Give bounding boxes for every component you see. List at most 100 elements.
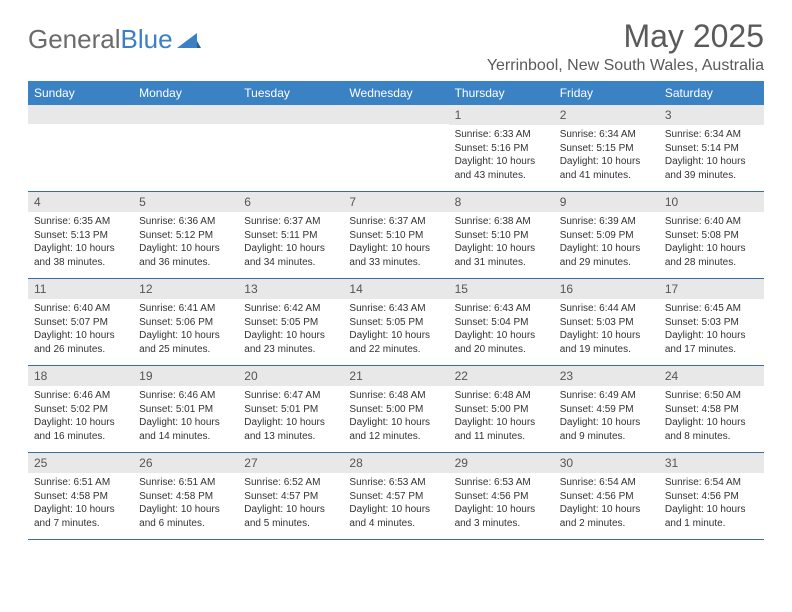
sunset-text: Sunset: 5:10 PM — [455, 229, 548, 243]
day-number: 1 — [449, 105, 554, 125]
sunrise-text: Sunrise: 6:50 AM — [665, 389, 758, 403]
day-number: 4 — [28, 192, 133, 212]
sunset-text: Sunset: 4:57 PM — [349, 490, 442, 504]
day-cell — [133, 105, 238, 191]
day-cell: 3Sunrise: 6:34 AMSunset: 5:14 PMDaylight… — [659, 105, 764, 191]
day-content: Sunrise: 6:54 AMSunset: 4:56 PMDaylight:… — [659, 473, 764, 536]
daylight-text: Daylight: 10 hours and 1 minute. — [665, 503, 758, 530]
sunrise-text: Sunrise: 6:37 AM — [349, 215, 442, 229]
day-cell: 5Sunrise: 6:36 AMSunset: 5:12 PMDaylight… — [133, 192, 238, 278]
day-content: Sunrise: 6:45 AMSunset: 5:03 PMDaylight:… — [659, 299, 764, 362]
day-cell: 25Sunrise: 6:51 AMSunset: 4:58 PMDayligh… — [28, 453, 133, 539]
sunrise-text: Sunrise: 6:43 AM — [349, 302, 442, 316]
day-cell: 20Sunrise: 6:47 AMSunset: 5:01 PMDayligh… — [238, 366, 343, 452]
sunset-text: Sunset: 4:58 PM — [139, 490, 232, 504]
day-number: 2 — [554, 105, 659, 125]
daylight-text: Daylight: 10 hours and 12 minutes. — [349, 416, 442, 443]
sunset-text: Sunset: 4:57 PM — [244, 490, 337, 504]
day-cell: 7Sunrise: 6:37 AMSunset: 5:10 PMDaylight… — [343, 192, 448, 278]
month-title: May 2025 — [487, 18, 764, 55]
day-cell: 16Sunrise: 6:44 AMSunset: 5:03 PMDayligh… — [554, 279, 659, 365]
sunset-text: Sunset: 5:00 PM — [349, 403, 442, 417]
sunset-text: Sunset: 4:56 PM — [665, 490, 758, 504]
sunset-text: Sunset: 4:59 PM — [560, 403, 653, 417]
day-number — [28, 105, 133, 124]
sunset-text: Sunset: 5:04 PM — [455, 316, 548, 330]
brand-part1: General — [28, 24, 121, 55]
sunrise-text: Sunrise: 6:35 AM — [34, 215, 127, 229]
daylight-text: Daylight: 10 hours and 26 minutes. — [34, 329, 127, 356]
daylight-text: Daylight: 10 hours and 29 minutes. — [560, 242, 653, 269]
day-cell: 4Sunrise: 6:35 AMSunset: 5:13 PMDaylight… — [28, 192, 133, 278]
sunrise-text: Sunrise: 6:54 AM — [560, 476, 653, 490]
sunset-text: Sunset: 4:56 PM — [560, 490, 653, 504]
sunrise-text: Sunrise: 6:51 AM — [34, 476, 127, 490]
sunset-text: Sunset: 5:00 PM — [455, 403, 548, 417]
day-content: Sunrise: 6:48 AMSunset: 5:00 PMDaylight:… — [343, 386, 448, 449]
dow-thursday: Thursday — [449, 81, 554, 105]
day-number: 12 — [133, 279, 238, 299]
dow-saturday: Saturday — [659, 81, 764, 105]
day-content: Sunrise: 6:40 AMSunset: 5:08 PMDaylight:… — [659, 212, 764, 275]
day-content: Sunrise: 6:43 AMSunset: 5:05 PMDaylight:… — [343, 299, 448, 362]
day-number — [133, 105, 238, 124]
sunset-text: Sunset: 5:15 PM — [560, 142, 653, 156]
day-number: 17 — [659, 279, 764, 299]
day-number — [343, 105, 448, 124]
week-row: 18Sunrise: 6:46 AMSunset: 5:02 PMDayligh… — [28, 366, 764, 453]
sunrise-text: Sunrise: 6:44 AM — [560, 302, 653, 316]
daylight-text: Daylight: 10 hours and 41 minutes. — [560, 155, 653, 182]
day-number: 13 — [238, 279, 343, 299]
day-cell: 14Sunrise: 6:43 AMSunset: 5:05 PMDayligh… — [343, 279, 448, 365]
sunrise-text: Sunrise: 6:33 AM — [455, 128, 548, 142]
daylight-text: Daylight: 10 hours and 9 minutes. — [560, 416, 653, 443]
day-number: 3 — [659, 105, 764, 125]
day-number: 26 — [133, 453, 238, 473]
day-content: Sunrise: 6:51 AMSunset: 4:58 PMDaylight:… — [133, 473, 238, 536]
daylight-text: Daylight: 10 hours and 6 minutes. — [139, 503, 232, 530]
day-cell: 18Sunrise: 6:46 AMSunset: 5:02 PMDayligh… — [28, 366, 133, 452]
day-content: Sunrise: 6:48 AMSunset: 5:00 PMDaylight:… — [449, 386, 554, 449]
day-cell: 27Sunrise: 6:52 AMSunset: 4:57 PMDayligh… — [238, 453, 343, 539]
day-cell: 22Sunrise: 6:48 AMSunset: 5:00 PMDayligh… — [449, 366, 554, 452]
dow-tuesday: Tuesday — [238, 81, 343, 105]
sunrise-text: Sunrise: 6:37 AM — [244, 215, 337, 229]
sunset-text: Sunset: 5:14 PM — [665, 142, 758, 156]
sunrise-text: Sunrise: 6:48 AM — [455, 389, 548, 403]
sunset-text: Sunset: 5:05 PM — [244, 316, 337, 330]
sunset-text: Sunset: 5:11 PM — [244, 229, 337, 243]
day-cell: 17Sunrise: 6:45 AMSunset: 5:03 PMDayligh… — [659, 279, 764, 365]
day-number: 6 — [238, 192, 343, 212]
day-cell: 24Sunrise: 6:50 AMSunset: 4:58 PMDayligh… — [659, 366, 764, 452]
day-content: Sunrise: 6:54 AMSunset: 4:56 PMDaylight:… — [554, 473, 659, 536]
dow-header-row: Sunday Monday Tuesday Wednesday Thursday… — [28, 81, 764, 105]
daylight-text: Daylight: 10 hours and 19 minutes. — [560, 329, 653, 356]
sunrise-text: Sunrise: 6:34 AM — [665, 128, 758, 142]
sunrise-text: Sunrise: 6:46 AM — [34, 389, 127, 403]
day-cell: 2Sunrise: 6:34 AMSunset: 5:15 PMDaylight… — [554, 105, 659, 191]
day-content: Sunrise: 6:35 AMSunset: 5:13 PMDaylight:… — [28, 212, 133, 275]
sunrise-text: Sunrise: 6:43 AM — [455, 302, 548, 316]
week-row: 4Sunrise: 6:35 AMSunset: 5:13 PMDaylight… — [28, 192, 764, 279]
daylight-text: Daylight: 10 hours and 23 minutes. — [244, 329, 337, 356]
day-cell: 10Sunrise: 6:40 AMSunset: 5:08 PMDayligh… — [659, 192, 764, 278]
day-number: 19 — [133, 366, 238, 386]
sunset-text: Sunset: 5:05 PM — [349, 316, 442, 330]
day-number: 8 — [449, 192, 554, 212]
daylight-text: Daylight: 10 hours and 22 minutes. — [349, 329, 442, 356]
day-cell: 8Sunrise: 6:38 AMSunset: 5:10 PMDaylight… — [449, 192, 554, 278]
day-cell — [28, 105, 133, 191]
day-cell: 23Sunrise: 6:49 AMSunset: 4:59 PMDayligh… — [554, 366, 659, 452]
sunset-text: Sunset: 5:10 PM — [349, 229, 442, 243]
day-content: Sunrise: 6:39 AMSunset: 5:09 PMDaylight:… — [554, 212, 659, 275]
sunrise-text: Sunrise: 6:40 AM — [34, 302, 127, 316]
sunrise-text: Sunrise: 6:46 AM — [139, 389, 232, 403]
day-number — [238, 105, 343, 124]
sunrise-text: Sunrise: 6:49 AM — [560, 389, 653, 403]
day-content: Sunrise: 6:53 AMSunset: 4:57 PMDaylight:… — [343, 473, 448, 536]
daylight-text: Daylight: 10 hours and 14 minutes. — [139, 416, 232, 443]
dow-sunday: Sunday — [28, 81, 133, 105]
week-row: 25Sunrise: 6:51 AMSunset: 4:58 PMDayligh… — [28, 453, 764, 540]
day-number: 10 — [659, 192, 764, 212]
dow-wednesday: Wednesday — [343, 81, 448, 105]
